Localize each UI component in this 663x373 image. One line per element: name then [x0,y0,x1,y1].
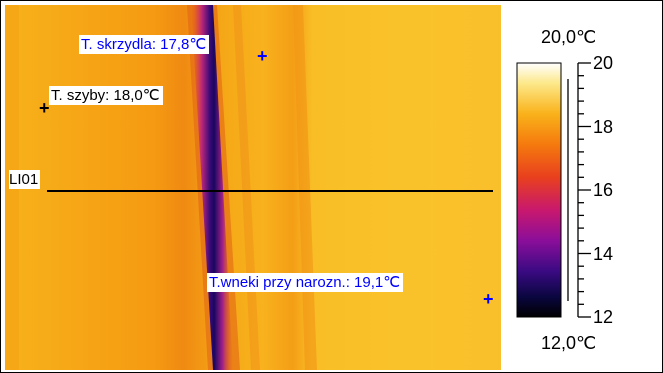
thermal-image: LI01 T. skrzydla: 17,8℃ + T. szyby: 18,0… [5,5,501,370]
scale-max-label: 20,0℃ [541,27,597,47]
marker-cross-wneki[interactable]: + [483,289,494,309]
line-label: LI01 [9,170,41,189]
scale-min-label: 12,0℃ [541,333,597,353]
marker-label-wneki: T.wneki przy narozn.: 19,1℃ [207,273,404,292]
marker-cross-skrzydla[interactable]: + [257,46,268,66]
temperature-scale: 20,0℃ 20 1 [501,5,660,370]
marker-label-szyby: T. szyby: 18,0℃ [49,86,163,105]
tick-label-20: 20 [593,53,614,73]
tick-label-18: 18 [593,117,614,137]
colorbar-canvas [516,62,591,318]
measurement-line[interactable] [47,190,493,192]
tick-label-16: 16 [593,180,614,200]
marker-label-skrzydla: T. skrzydla: 17,8℃ [79,35,210,54]
thermal-image-canvas [5,5,501,370]
marker-cross-szyby[interactable]: + [39,98,50,118]
tick-label-12: 12 [593,307,614,327]
tick-label-14: 14 [593,244,614,264]
